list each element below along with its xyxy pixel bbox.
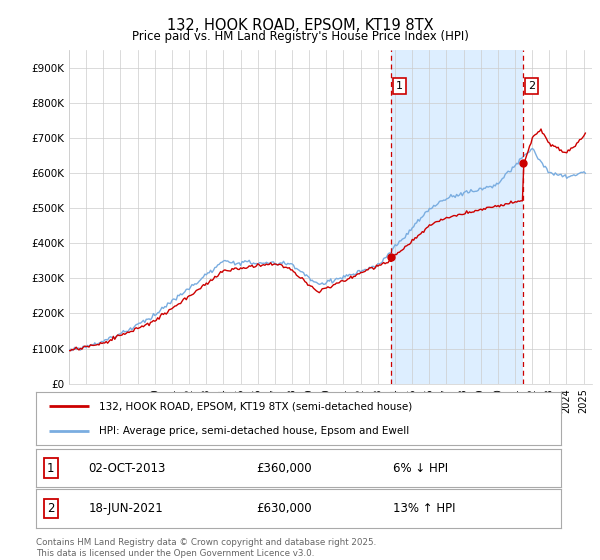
Bar <box>391 50 523 384</box>
Text: 18-JUN-2021: 18-JUN-2021 <box>89 502 163 515</box>
Text: 1: 1 <box>396 81 403 91</box>
Text: 2: 2 <box>47 502 55 515</box>
Text: 13% ↑ HPI: 13% ↑ HPI <box>393 502 455 515</box>
Text: 6% ↓ HPI: 6% ↓ HPI <box>393 461 448 475</box>
Text: 1: 1 <box>47 461 55 475</box>
Text: Price paid vs. HM Land Registry's House Price Index (HPI): Price paid vs. HM Land Registry's House … <box>131 30 469 43</box>
Text: £630,000: £630,000 <box>257 502 312 515</box>
Text: Contains HM Land Registry data © Crown copyright and database right 2025.
This d: Contains HM Land Registry data © Crown c… <box>36 538 376 558</box>
Text: £360,000: £360,000 <box>257 461 312 475</box>
Text: 132, HOOK ROAD, EPSOM, KT19 8TX: 132, HOOK ROAD, EPSOM, KT19 8TX <box>167 18 433 34</box>
Text: 2: 2 <box>528 81 535 91</box>
Text: 02-OCT-2013: 02-OCT-2013 <box>89 461 166 475</box>
Text: HPI: Average price, semi-detached house, Epsom and Ewell: HPI: Average price, semi-detached house,… <box>99 426 409 436</box>
Text: 132, HOOK ROAD, EPSOM, KT19 8TX (semi-detached house): 132, HOOK ROAD, EPSOM, KT19 8TX (semi-de… <box>99 402 412 412</box>
